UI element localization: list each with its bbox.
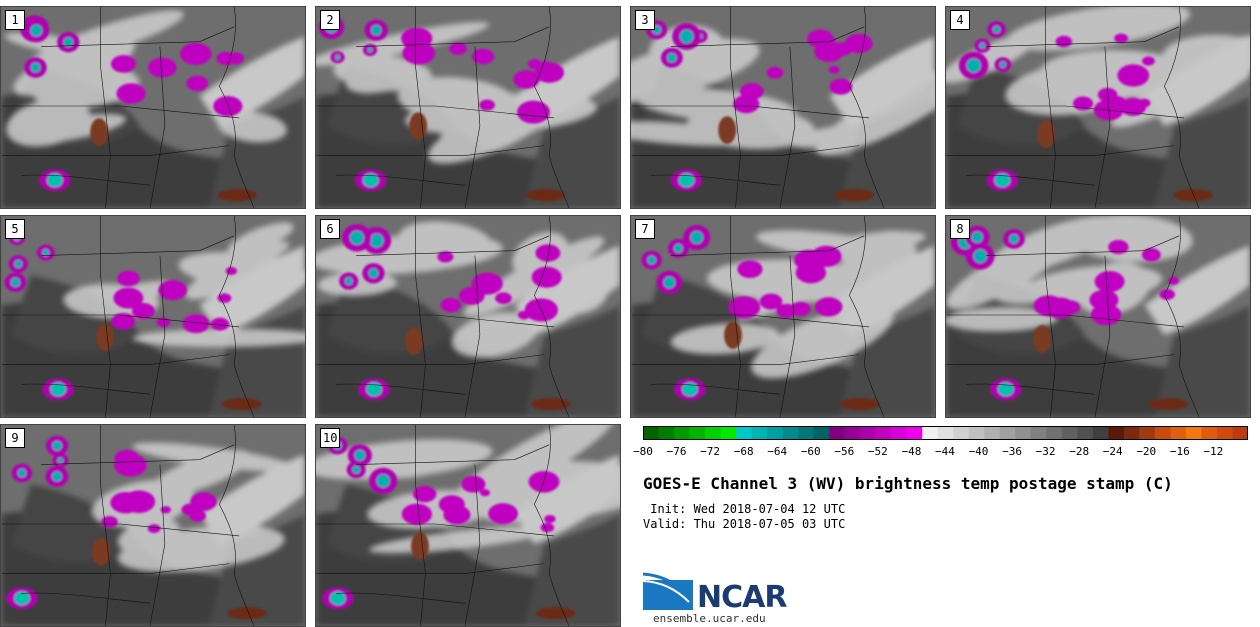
wv-map <box>1 7 305 208</box>
wv-map <box>946 7 1250 208</box>
member-number: 9 <box>5 428 25 448</box>
wv-map <box>1 216 305 417</box>
ensemble-member-panel-2[interactable]: 2 <box>315 6 621 209</box>
colorbar-tick-label: −16 <box>1169 445 1190 458</box>
valid-time: Valid: Thu 2018-07-05 03 UTC <box>643 517 846 531</box>
colorbar-tick-label: −28 <box>1069 445 1090 458</box>
ensemble-member-panel-5[interactable]: 5 <box>0 215 306 418</box>
colorbar-swatch <box>1154 426 1172 440</box>
ensemble-member-panel-1[interactable]: 1 <box>0 6 306 209</box>
colorbar-tick-label: −52 <box>867 445 888 458</box>
member-number: 2 <box>320 10 340 30</box>
colorbar <box>643 426 1248 440</box>
colorbar-swatch <box>984 426 1001 440</box>
colorbar-swatch <box>999 426 1016 440</box>
colorbar-swatch <box>1170 426 1187 440</box>
member-number: 6 <box>320 219 340 239</box>
colorbar-swatch <box>705 426 722 440</box>
colorbar-swatch <box>1123 426 1141 440</box>
wv-map <box>316 216 620 417</box>
ncar-logo-icon <box>643 572 693 610</box>
ensemble-member-panel-3[interactable]: 3 <box>630 6 936 209</box>
colorbar-swatch <box>953 426 970 440</box>
colorbar-swatch <box>844 426 861 440</box>
colorbar-swatch <box>689 426 706 440</box>
member-number: 10 <box>320 428 341 448</box>
colorbar-swatch <box>1015 426 1032 440</box>
wv-map <box>631 7 935 208</box>
plot-title: GOES-E Channel 3 (WV) brightness temp po… <box>643 474 1173 493</box>
member-number: 5 <box>5 219 25 239</box>
colorbar-tick-label: −24 <box>1102 445 1123 458</box>
colorbar-tick-label: −56 <box>834 445 855 458</box>
colorbar-tick-label: −76 <box>666 445 687 458</box>
init-time: Init: Wed 2018-07-04 12 UTC <box>643 502 846 516</box>
colorbar-swatch <box>1046 426 1063 440</box>
ensemble-member-panel-4[interactable]: 4 <box>945 6 1251 209</box>
colorbar-swatch <box>643 426 660 440</box>
colorbar-tick-label: −32 <box>1035 445 1056 458</box>
ensemble-member-panel-7[interactable]: 7 <box>630 215 936 418</box>
colorbar-swatch <box>1061 426 1078 440</box>
ensemble-member-panel-10[interactable]: 10 <box>315 424 621 627</box>
colorbar-swatch <box>922 426 939 440</box>
colorbar-tick-label: −60 <box>800 445 821 458</box>
colorbar-tick-label: −40 <box>968 445 989 458</box>
colorbar-swatch <box>658 426 675 440</box>
wv-map <box>631 216 935 417</box>
colorbar-swatch <box>674 426 691 440</box>
member-number: 4 <box>950 10 970 30</box>
member-number: 7 <box>635 219 655 239</box>
colorbar-swatch <box>798 426 815 440</box>
colorbar-tick-label: −20 <box>1136 445 1157 458</box>
site-url: ensemble.ucar.edu <box>653 612 766 625</box>
colorbar-swatch <box>875 426 892 440</box>
wv-map <box>1 425 305 626</box>
colorbar-swatch <box>736 426 753 440</box>
colorbar-swatch <box>1216 426 1234 440</box>
colorbar-swatch <box>829 426 846 440</box>
colorbar-tick-label: −72 <box>700 445 721 458</box>
colorbar-swatch <box>1232 426 1248 440</box>
colorbar-swatch <box>1201 426 1218 440</box>
colorbar-swatch <box>968 426 985 440</box>
colorbar-swatch <box>1185 426 1203 440</box>
ncar-logo-text: NCAR <box>697 580 787 615</box>
colorbar-tick-label: −80 <box>633 445 653 458</box>
colorbar-swatch <box>891 426 908 440</box>
colorbar-swatch <box>1139 426 1156 440</box>
colorbar-swatch <box>751 426 768 440</box>
colorbar-swatch <box>720 426 737 440</box>
colorbar-swatch <box>1077 426 1094 440</box>
ensemble-member-panel-9[interactable]: 9 <box>0 424 306 627</box>
colorbar-swatch <box>813 426 830 440</box>
wv-map <box>316 7 620 208</box>
colorbar-tick-label: −68 <box>733 445 754 458</box>
colorbar-tick-label: −44 <box>935 445 955 458</box>
colorbar-swatch <box>860 426 877 440</box>
colorbar-tick-label: −64 <box>767 445 788 458</box>
wv-map <box>946 216 1250 417</box>
colorbar-swatch <box>1108 426 1125 440</box>
colorbar-swatch <box>782 426 799 440</box>
colorbar-swatch <box>937 426 954 440</box>
colorbar-tick-label: −36 <box>1002 445 1022 458</box>
ensemble-member-panel-8[interactable]: 8 <box>945 215 1251 418</box>
wv-map <box>316 425 620 626</box>
ensemble-member-panel-6[interactable]: 6 <box>315 215 621 418</box>
colorbar-tick-label: −48 <box>901 445 922 458</box>
colorbar-swatch <box>1030 426 1047 440</box>
colorbar-swatch <box>906 426 923 440</box>
colorbar-swatch <box>767 426 784 440</box>
member-number: 8 <box>950 219 970 239</box>
colorbar-tick-label: −12 <box>1203 445 1224 458</box>
member-number: 3 <box>635 10 655 30</box>
colorbar-swatch <box>1092 426 1109 440</box>
member-number: 1 <box>5 10 25 30</box>
